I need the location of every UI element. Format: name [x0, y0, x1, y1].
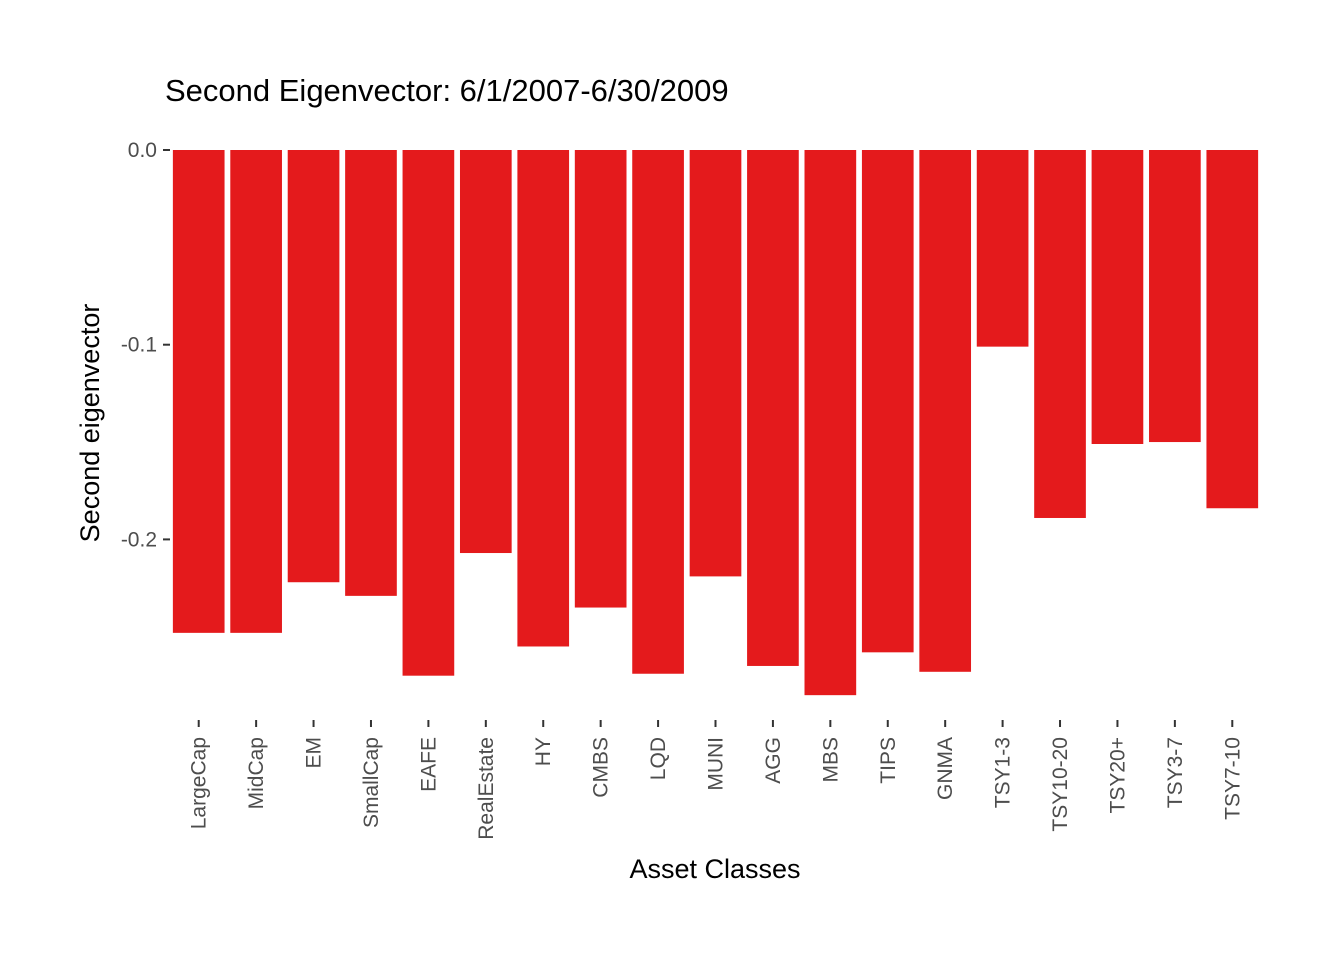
- bar-tsy7-10: [1206, 150, 1259, 509]
- bar-cmbs: [574, 150, 627, 608]
- bar-eafe: [402, 150, 455, 676]
- x-tick-label: MUNI: [705, 737, 728, 791]
- x-tick-label: TSY20+: [1106, 737, 1129, 813]
- x-tick-label: SmallCap: [360, 737, 383, 828]
- bar-tips: [861, 150, 914, 653]
- bar-tsy20-: [1091, 150, 1144, 444]
- bar-midcap: [230, 150, 282, 633]
- x-tick-label: MidCap: [245, 737, 268, 809]
- x-axis: LargeCap MidCap EM SmallCap EAFE RealEstate HY…: [188, 720, 1244, 840]
- y-axis-title: Second eigenvector: [75, 304, 105, 543]
- x-tick-label: TSY7-10: [1221, 737, 1244, 820]
- x-tick-label: RealEstate: [475, 737, 498, 840]
- x-tick-label: TSY3-7: [1164, 737, 1187, 808]
- bar-agg: [747, 150, 799, 666]
- y-tick-label: -0.1: [121, 334, 157, 357]
- bar-gnma: [919, 150, 972, 672]
- x-tick-label: TSY1-3: [992, 737, 1015, 808]
- y-tick-label: -0.2: [121, 528, 157, 551]
- bar-em: [287, 150, 340, 583]
- bar-largecap: [172, 150, 225, 633]
- bar-muni: [689, 150, 742, 577]
- x-tick-label: LargeCap: [188, 737, 211, 829]
- bar-tsy3-7: [1149, 150, 1201, 443]
- y-axis: 0.0 -0.1 -0.2: [121, 139, 170, 551]
- x-tick-label: TSY10-20: [1049, 737, 1072, 832]
- bar-realestate: [459, 150, 512, 554]
- y-tick-label: 0.0: [128, 139, 157, 162]
- x-tick-label: LQD: [647, 737, 670, 780]
- x-tick-label: HY: [532, 737, 555, 766]
- x-tick-label: MBS: [819, 737, 842, 783]
- x-tick-label: AGG: [762, 737, 785, 784]
- x-tick-label: GNMA: [934, 737, 957, 800]
- bar-tsy10-20: [1034, 150, 1086, 518]
- bar-lqd: [632, 150, 684, 674]
- bars: [172, 150, 1259, 696]
- x-tick-label: EAFE: [417, 737, 440, 792]
- chart-title: Second Eigenvector: 6/1/2007-6/30/2009: [165, 73, 729, 108]
- x-tick-label: CMBS: [590, 737, 613, 798]
- bar-mbs: [804, 150, 857, 696]
- bar-smallcap: [345, 150, 397, 596]
- x-tick-label: TIPS: [877, 737, 900, 784]
- x-axis-title: Asset Classes: [629, 854, 800, 884]
- bar-hy: [517, 150, 570, 647]
- bar-tsy1-3: [976, 150, 1029, 347]
- x-tick-label: EM: [303, 737, 326, 769]
